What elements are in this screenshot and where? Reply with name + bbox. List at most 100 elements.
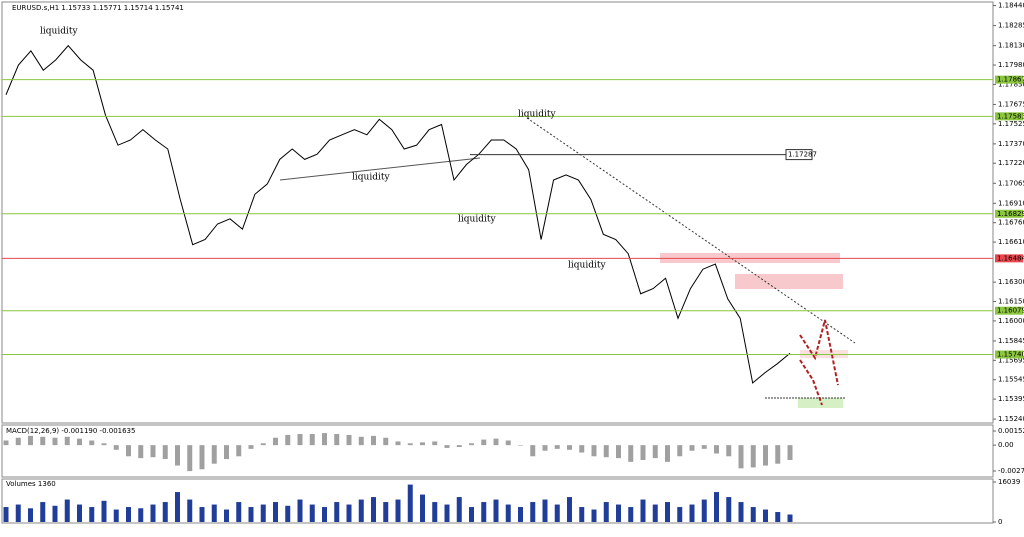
bar — [126, 507, 131, 522]
level-tag — [995, 209, 1023, 218]
bar — [750, 507, 756, 522]
bar — [89, 507, 95, 522]
bar — [383, 502, 389, 522]
y-tick-label: 1.17830 — [998, 80, 1024, 88]
price-panel — [1, 1, 994, 424]
bar — [689, 445, 695, 451]
level-label: 1.17867 — [997, 76, 1024, 84]
y-tick-label: -0.002788 — [998, 467, 1024, 475]
bar — [628, 507, 634, 522]
bar — [493, 499, 499, 522]
macd-title: MACD(12,26,9) -0.001190 -0.001635 — [6, 427, 135, 435]
bar — [493, 438, 499, 446]
bar — [248, 445, 254, 449]
bar — [787, 514, 793, 522]
bar — [309, 504, 315, 522]
bar — [285, 505, 291, 522]
bar — [371, 435, 376, 446]
y-tick-label: 1.15695 — [998, 356, 1024, 364]
bar — [28, 435, 33, 446]
bar — [224, 509, 229, 522]
level-label: 1.16829 — [997, 210, 1024, 218]
bar — [211, 445, 217, 464]
bar — [432, 502, 438, 522]
bar — [738, 445, 744, 469]
y-tick-label: 1.17675 — [998, 100, 1024, 108]
bar — [113, 445, 119, 450]
annotation: liquidity — [518, 110, 556, 120]
bar — [138, 445, 144, 459]
bar — [101, 500, 107, 522]
bar — [640, 445, 646, 460]
bar — [199, 445, 205, 470]
bar — [358, 499, 364, 522]
ray-tag — [785, 149, 813, 161]
bar — [236, 445, 242, 457]
level-label: 1.16484 — [997, 254, 1024, 262]
bar — [101, 443, 107, 446]
projection-arrow — [799, 319, 839, 386]
bar — [628, 445, 634, 462]
y-tick-label: 1.16610 — [998, 238, 1024, 246]
bar — [175, 492, 180, 522]
bar — [371, 497, 376, 522]
y-tick-label: 1.18130 — [998, 42, 1024, 50]
bar — [775, 512, 781, 522]
bar — [297, 499, 303, 522]
bar — [665, 445, 670, 462]
y-tick-label: 1.17065 — [998, 179, 1024, 187]
annotation: liquidity — [40, 27, 78, 37]
level-tag — [995, 112, 1023, 121]
bar — [322, 433, 327, 446]
bar — [763, 509, 768, 522]
bar — [52, 505, 58, 522]
bar — [456, 445, 462, 448]
y-tick-label: 1.15845 — [998, 337, 1024, 345]
bar — [346, 504, 352, 522]
bar — [187, 445, 193, 472]
level-tag — [995, 306, 1023, 315]
bar — [395, 499, 401, 522]
bar — [334, 434, 340, 446]
bar — [444, 445, 450, 448]
level-label: 1.17583 — [997, 112, 1024, 120]
bar — [518, 507, 523, 522]
bar — [334, 502, 340, 522]
bar — [358, 436, 364, 446]
bar — [260, 504, 266, 522]
bar — [162, 445, 168, 460]
bar — [383, 437, 389, 446]
bar — [505, 504, 511, 522]
y-tick-label: 1.18285 — [998, 22, 1024, 30]
bar — [64, 436, 70, 446]
bar — [236, 502, 242, 522]
bar — [113, 509, 119, 522]
bar — [175, 445, 180, 466]
projection-arrow — [799, 359, 823, 406]
bar — [616, 504, 621, 522]
bar — [40, 502, 46, 522]
bar — [138, 508, 144, 522]
bar — [750, 445, 756, 468]
chart-title: EURUSD.s,H1 1.15733 1.15771 1.15714 1.15… — [12, 4, 184, 12]
bar — [542, 499, 548, 522]
bar — [273, 437, 278, 446]
supply-zone — [800, 350, 848, 358]
y-tick-label: 1.16300 — [998, 278, 1024, 286]
bar — [297, 434, 303, 446]
y-tick-label: 16039 — [998, 478, 1020, 486]
bar — [420, 442, 425, 446]
bar — [395, 441, 401, 446]
bar — [579, 445, 585, 453]
liquidity-line — [279, 157, 481, 181]
y-tick-label: 1.16760 — [998, 219, 1024, 227]
bar — [714, 445, 719, 454]
y-tick-label: 1.16150 — [998, 298, 1024, 306]
y-tick-label: 1.16910 — [998, 199, 1024, 207]
bar — [432, 441, 438, 446]
bar — [726, 445, 732, 457]
level-tag — [995, 254, 1023, 263]
bar — [309, 434, 315, 446]
